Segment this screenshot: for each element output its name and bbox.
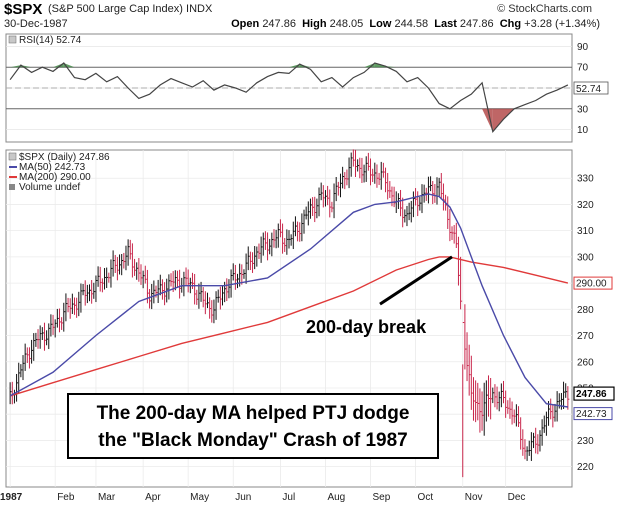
price-tick-label: 260 [577,357,594,368]
high-value: 248.05 [329,18,364,30]
rsi-overbought-area [10,65,21,68]
volume-legend-icon [9,184,15,190]
price-axis-labels: 220230240250260270280290300310320330 [577,174,594,473]
ma200-value-tag [573,276,613,290]
value-tags: 52.74 290.00 247.86 242.73 [573,81,615,421]
open-label: Open [231,18,260,30]
chart-date: 30-Dec-1987 [4,18,68,30]
open-value: 247.86 [262,18,296,30]
month-tick-label: Aug [327,492,345,503]
ma50-line [9,193,569,408]
price-tick-label: 270 [577,331,594,342]
ma200-value-tag-text: 290.00 [576,279,607,290]
symbol-title: $SPX [4,1,43,18]
month-tick-label: May [190,492,209,503]
last-value-tag-text: 247.86 [576,389,607,400]
low-value: 244.58 [394,18,429,30]
rsi-value-tag-text: 52.74 [576,84,601,95]
rsi-value-tag [573,81,609,95]
rsi-oversold-area [482,108,493,132]
rsi-tick-label: 70 [577,63,589,74]
price-tick-label: 220 [577,462,594,473]
index-full-name: (S&P 500 Large Cap Index) [48,3,183,15]
month-tick-label: Jul [282,492,295,503]
rsi-panel: 1030507090 RSI(14) 52.74 [5,33,589,143]
month-axis-labels: 1987 Feb Mar Apr May Jun Jul Aug Sep Oct Nov Dec [0,492,525,503]
month-tick-label: Nov [465,492,483,503]
rsi-legend-icon [8,35,17,44]
price-tick-label: 330 [577,174,594,185]
last-value-tag [573,386,615,401]
month-tick-label: Jun [235,492,251,503]
rsi-overbought-area [53,63,64,68]
price-tick-label: 230 [577,436,594,447]
rsi-line [9,62,569,134]
volume-legend: Volume undef [19,182,80,193]
price-legend-icon [8,152,17,161]
annotation-line-1: The 200-day MA helped PTJ dodge [96,403,410,424]
price-tick-label: 300 [577,252,594,263]
last-label: Last [434,18,457,30]
break-pointer-line [379,255,453,306]
price-tick-label: 310 [577,226,594,237]
month-tick-label: Oct [418,492,434,503]
rsi-oversold-area [492,108,504,132]
price-tick-label: 280 [577,305,594,316]
rsi-overbought-area [364,63,375,68]
rsi-tick-label: 10 [577,125,589,136]
last-value: 247.86 [459,18,494,30]
chg-label: Chg [499,18,522,30]
chg-value: +3.28 (+1.34%) [524,18,600,30]
ma50-value-tag-text: 242.73 [576,409,607,420]
ma50-value-tag [573,407,613,421]
ma200-line [9,256,569,397]
index-name: (S&P 500 Large Cap Index) INDX [48,3,212,15]
watermark: © StockCharts.com [497,3,592,15]
ma200-legend: MA(200) 290.00 [19,172,91,183]
exchange: INDX [186,3,213,15]
break-label: 200-day break [306,317,427,337]
price-tick-label: 320 [577,200,594,211]
rsi-tick-label: 90 [577,42,589,53]
ma50-legend: MA(50) 242.73 [19,162,86,173]
month-tick-label: Dec [508,492,526,503]
rsi-overbought-area [299,64,311,68]
month-tick-label: 1987 [0,492,23,503]
ohlc-readout: Open 247.86 High 248.05 Low 244.58 Last … [231,18,600,30]
month-tick-label: Feb [57,492,75,503]
rsi-legend: RSI(14) 52.74 [19,35,82,46]
price-legend-series: $SPX (Daily) 247.86 [19,152,110,163]
low-label: Low [369,18,392,30]
rsi-tick-label: 30 [577,104,589,115]
month-tick-label: Sep [373,492,391,503]
annotation-box: The 200-day MA helped PTJ dodge the "Bla… [67,393,439,459]
annotation-line-2: the "Black Monday" Crash of 1987 [98,430,408,451]
month-tick-label: Apr [145,492,161,503]
month-tick-label: Mar [98,492,116,503]
chart-header: $SPX (S&P 500 Large Cap Index) INDX 30-D… [0,0,620,34]
high-label: High [302,18,327,30]
